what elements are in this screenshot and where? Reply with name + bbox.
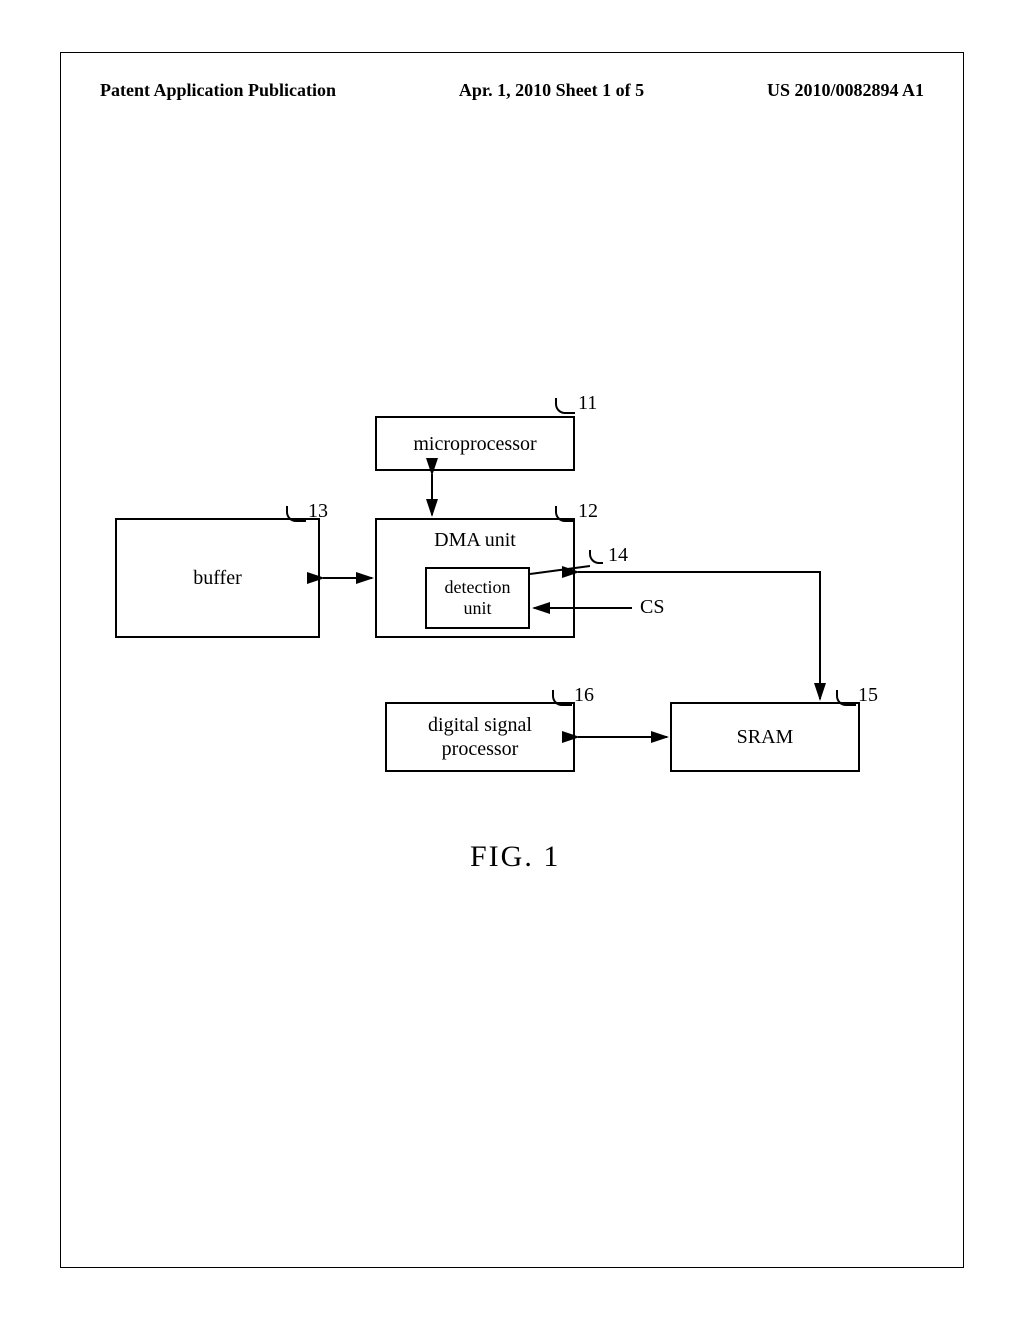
header-center: Apr. 1, 2010 Sheet 1 of 5 bbox=[459, 80, 644, 101]
header-left: Patent Application Publication bbox=[100, 80, 336, 101]
block-diagram: microprocessor 11 DMA unit 12 detection … bbox=[100, 410, 920, 870]
figure-caption: FIG. 1 bbox=[470, 840, 560, 874]
page-header: Patent Application Publication Apr. 1, 2… bbox=[100, 80, 924, 101]
connectors bbox=[100, 410, 920, 870]
header-right: US 2010/0082894 A1 bbox=[767, 80, 924, 101]
arrow-dma-sram bbox=[578, 572, 820, 699]
